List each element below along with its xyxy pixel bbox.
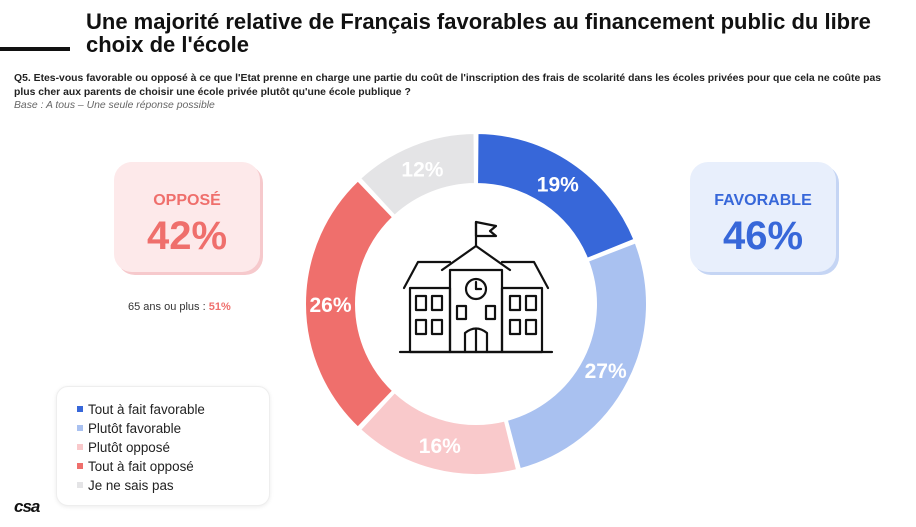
legend-label: Plutôt opposé: [88, 439, 170, 455]
legend-label: Plutôt favorable: [88, 420, 182, 436]
legend-swatch: [77, 463, 83, 469]
survey-base: Base : A tous – Une seule réponse possib…: [14, 100, 215, 111]
legend-label: Tout à fait favorable: [88, 401, 205, 417]
legend-swatch: [77, 444, 83, 450]
legend-item: Plutôt opposé: [77, 439, 170, 455]
opposed-label: OPPOSÉ: [153, 192, 221, 209]
legend-item: Plutôt favorable: [77, 420, 181, 436]
donut-slice-4: [358, 131, 476, 218]
donut-slice-label-0: 19%: [537, 174, 579, 197]
favorable-summary-card: FAVORABLE 46%: [690, 162, 836, 272]
title-accent-bar: [0, 47, 70, 51]
legend-swatch: [77, 425, 83, 431]
opposed-value: 42%: [146, 214, 228, 258]
legend-item: Tout à fait favorable: [77, 401, 205, 417]
age-note: 65 ans ou plus : 51%: [128, 301, 268, 313]
legend-swatch: [77, 406, 83, 412]
chart-legend: Tout à fait favorable Plutôt favorable P…: [56, 386, 270, 506]
survey-question: Q5. Etes-vous favorable ou opposé à ce q…: [14, 73, 882, 98]
page-title: Une majorité relative de Français favora…: [86, 9, 871, 57]
legend-label: Je ne sais pas: [88, 477, 174, 493]
school-building-icon: [398, 220, 554, 354]
legend-swatch: [77, 482, 83, 488]
donut-slice-1: [505, 241, 648, 471]
donut-slice-2: [358, 390, 519, 476]
opposed-summary-card: OPPOSÉ 42%: [114, 162, 260, 272]
donut-slice-3: [304, 178, 395, 430]
favorable-value: 46%: [722, 214, 804, 258]
age-note-value: 51%: [208, 301, 231, 313]
legend-label: Tout à fait opposé: [88, 458, 194, 474]
legend-item: Tout à fait opposé: [77, 458, 194, 474]
donut-slice-label-2: 16%: [419, 435, 461, 458]
csa-logo: csa: [14, 497, 40, 516]
donut-slice-label-4: 12%: [401, 159, 443, 182]
legend-item: Je ne sais pas: [77, 477, 174, 493]
donut-slice-label-3: 26%: [309, 294, 351, 317]
favorable-label: FAVORABLE: [714, 192, 812, 209]
donut-slice-0: [476, 131, 636, 261]
age-note-text: 65 ans ou plus :: [128, 301, 209, 313]
donut-slice-label-1: 27%: [585, 360, 627, 383]
